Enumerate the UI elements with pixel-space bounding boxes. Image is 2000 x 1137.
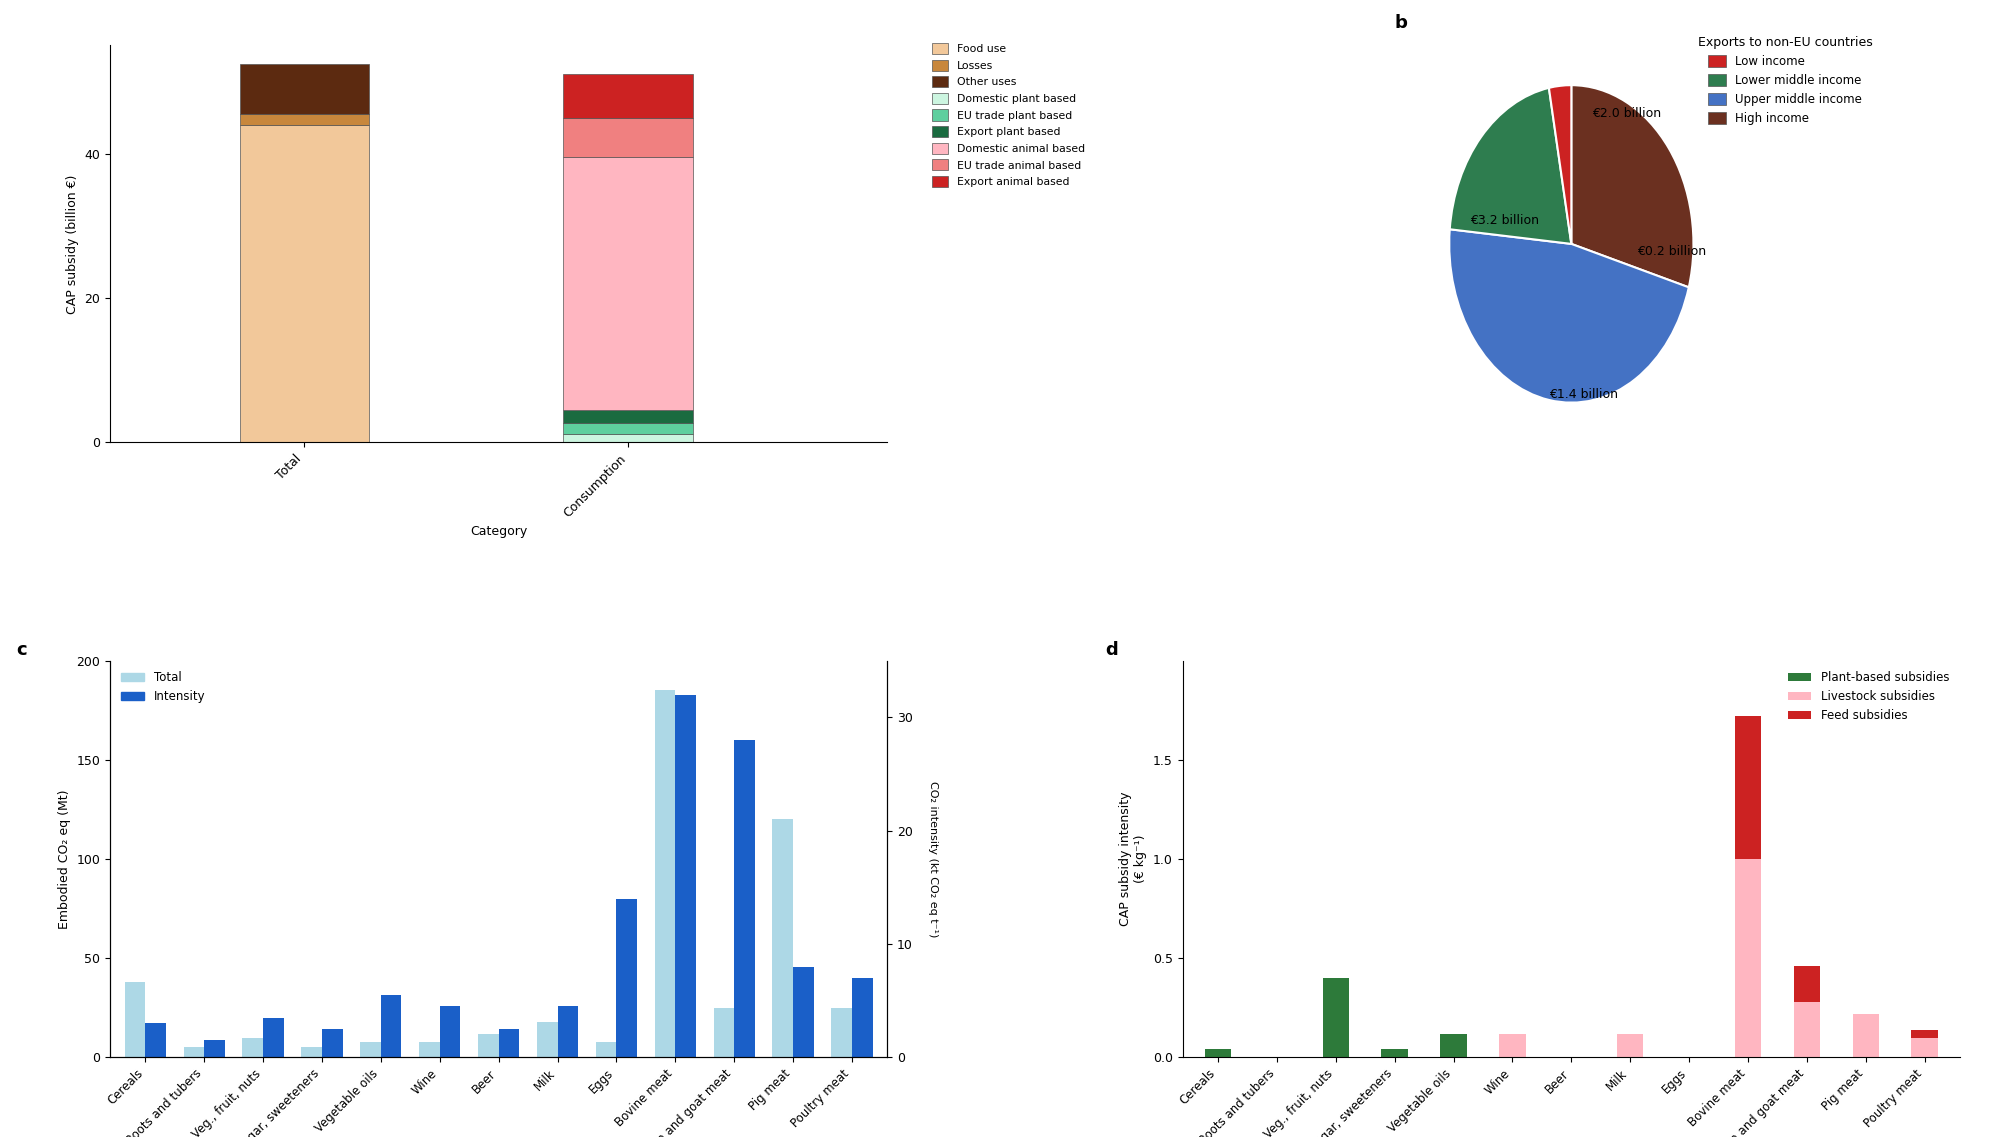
Bar: [1852, 1014, 1880, 1057]
Bar: [596, 1041, 616, 1057]
Bar: [794, 966, 814, 1057]
Bar: [240, 64, 370, 114]
Bar: [322, 1029, 342, 1057]
Text: €1.4 billion: €1.4 billion: [1550, 388, 1618, 401]
Bar: [360, 1041, 380, 1057]
Bar: [242, 1038, 264, 1057]
Bar: [654, 690, 676, 1057]
Bar: [772, 820, 794, 1057]
Bar: [240, 114, 370, 125]
Bar: [440, 1006, 460, 1057]
Legend: Food use, Losses, Other uses, Domestic plant based, EU trade plant based, Export: Food use, Losses, Other uses, Domestic p…: [932, 43, 1084, 188]
Bar: [1794, 1002, 1820, 1057]
Bar: [302, 1047, 322, 1057]
Text: €0.2 billion: €0.2 billion: [1636, 246, 1706, 258]
Bar: [184, 1047, 204, 1057]
Legend: Low income, Lower middle income, Upper middle income, High income: Low income, Lower middle income, Upper m…: [1694, 32, 1878, 130]
Bar: [420, 1041, 440, 1057]
Y-axis label: CO₂ intensity (kt CO₂ eq t⁻¹): CO₂ intensity (kt CO₂ eq t⁻¹): [928, 781, 938, 937]
Y-axis label: CAP subsidy (billion €): CAP subsidy (billion €): [66, 174, 78, 314]
Bar: [564, 433, 692, 442]
Bar: [124, 982, 146, 1057]
Bar: [564, 157, 692, 409]
Bar: [1500, 1034, 1526, 1057]
Bar: [240, 125, 370, 442]
Bar: [1616, 1034, 1644, 1057]
Y-axis label: CAP subsidy intensity
(€ kg⁻¹): CAP subsidy intensity (€ kg⁻¹): [1120, 791, 1148, 927]
Bar: [380, 995, 402, 1057]
Bar: [498, 1029, 520, 1057]
Text: €2.0 billion: €2.0 billion: [1592, 107, 1660, 121]
Bar: [1204, 1049, 1232, 1057]
Bar: [1912, 1038, 1938, 1057]
Bar: [564, 74, 692, 117]
Wedge shape: [1450, 230, 1688, 402]
Bar: [616, 898, 638, 1057]
Text: €3.2 billion: €3.2 billion: [1470, 214, 1538, 226]
Legend: Plant-based subsidies, Livestock subsidies, Feed subsidies: Plant-based subsidies, Livestock subsidi…: [1784, 666, 1954, 727]
Y-axis label: Embodied CO₂ eq (Mt): Embodied CO₂ eq (Mt): [58, 789, 70, 929]
Bar: [558, 1006, 578, 1057]
Bar: [1734, 858, 1762, 1057]
Wedge shape: [1450, 88, 1572, 244]
Bar: [564, 423, 692, 433]
Bar: [1440, 1034, 1466, 1057]
Bar: [564, 117, 692, 157]
Bar: [536, 1022, 558, 1057]
Bar: [1912, 1030, 1938, 1038]
Bar: [734, 740, 754, 1057]
Text: b: b: [1394, 14, 1408, 32]
Wedge shape: [1548, 85, 1572, 244]
Bar: [676, 695, 696, 1057]
Bar: [146, 1023, 166, 1057]
Bar: [264, 1018, 284, 1057]
Wedge shape: [1572, 85, 1694, 288]
Bar: [1322, 978, 1350, 1057]
Bar: [1382, 1049, 1408, 1057]
Bar: [564, 409, 692, 423]
Legend: Total, Intensity: Total, Intensity: [116, 666, 210, 708]
Bar: [832, 1007, 852, 1057]
Text: d: d: [1104, 641, 1118, 658]
Bar: [714, 1007, 734, 1057]
Bar: [852, 978, 872, 1057]
Bar: [478, 1034, 498, 1057]
Bar: [204, 1040, 224, 1057]
Text: c: c: [16, 641, 28, 658]
X-axis label: Category: Category: [470, 525, 528, 538]
Bar: [1734, 716, 1762, 858]
Bar: [1794, 966, 1820, 1002]
